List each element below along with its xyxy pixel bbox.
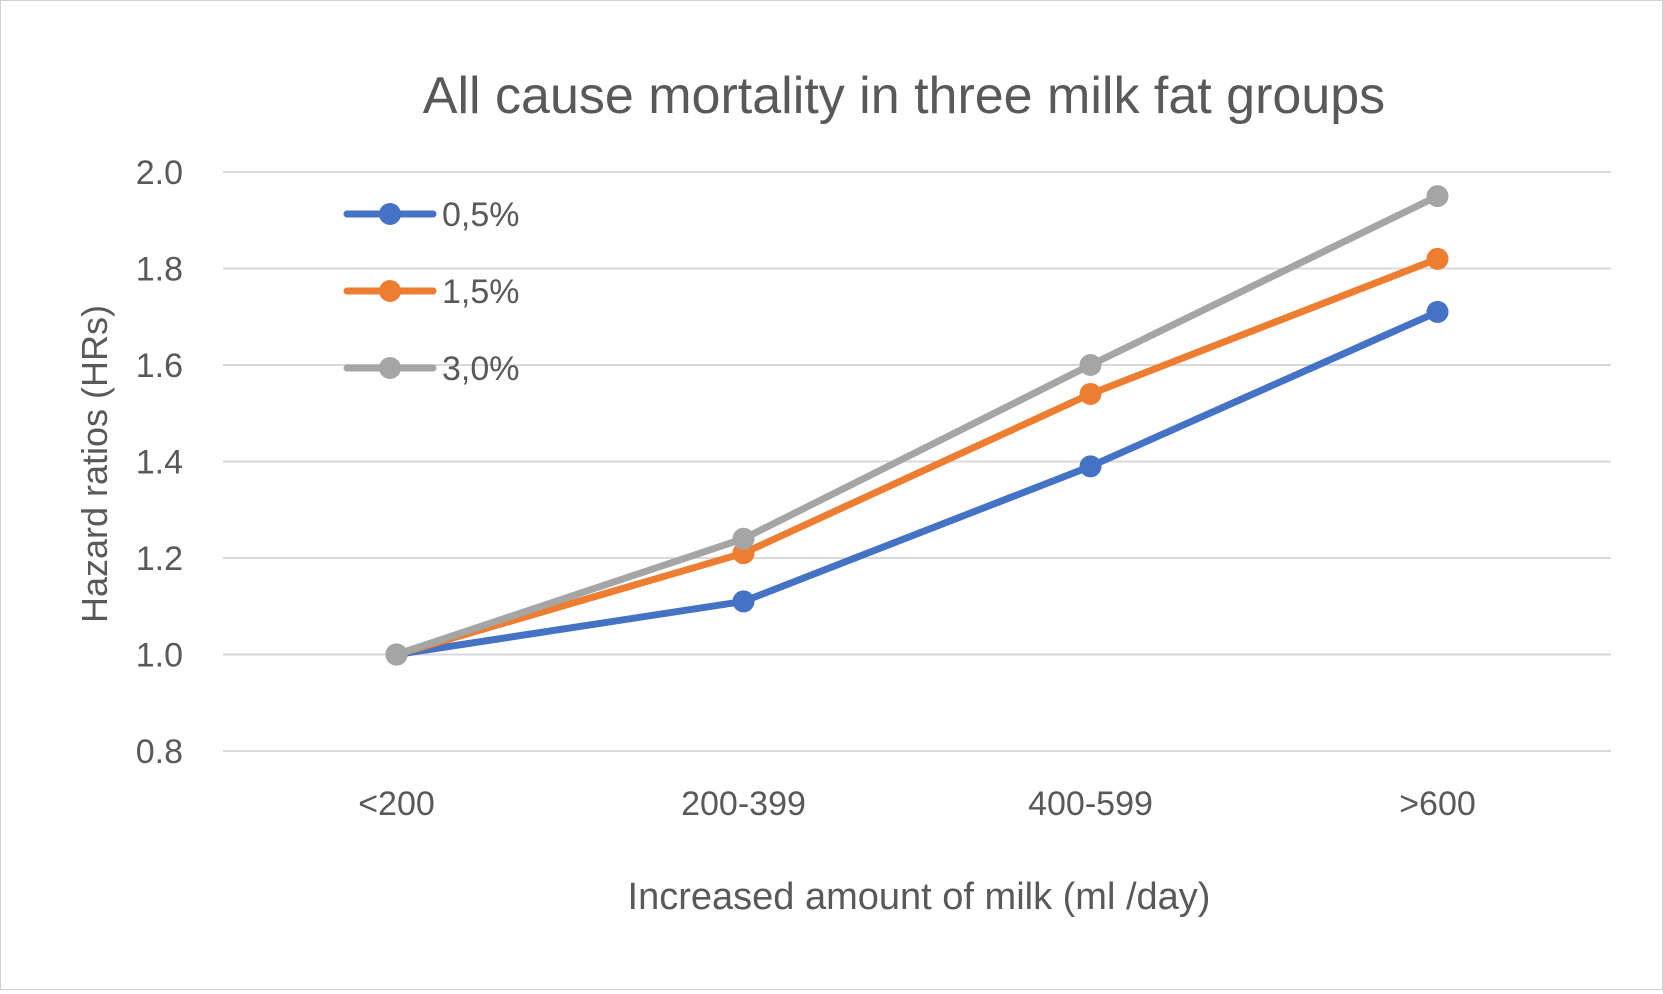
y-tick-label: 1.8 (136, 251, 183, 289)
x-tick-labels: <200 200-399 400-599 >600 (358, 785, 1476, 823)
legend-label: 1,5% (442, 273, 520, 311)
data-point (1079, 354, 1102, 376)
series-lines (385, 185, 1449, 666)
data-point (385, 643, 408, 666)
legend-label: 0,5% (442, 196, 520, 234)
y-tick-labels: 0.8 1.0 1.2 1.4 1.6 1.8 2.0 (136, 154, 183, 771)
series-line (393, 192, 1441, 658)
x-axis-label: Increased amount of milk (ml /day) (628, 876, 1211, 918)
x-tick-label: <200 (358, 785, 435, 823)
legend-marker (379, 357, 401, 379)
data-point (1426, 300, 1449, 323)
legend: 0,5% 1,5% 3,0% (343, 196, 520, 388)
data-point (1426, 247, 1449, 270)
y-tick-label: 1.2 (136, 540, 183, 578)
legend-marker (379, 280, 401, 302)
x-tick-label: >600 (1399, 785, 1476, 823)
y-axis-label: Hazard ratios (HRs) (74, 305, 115, 623)
legend-label: 3,0% (442, 350, 520, 388)
legend-marker (379, 203, 401, 225)
series-line (393, 308, 1441, 658)
legend-item: 1,5% (343, 273, 520, 311)
series-line (393, 255, 1441, 658)
y-tick-label: 0.8 (136, 733, 183, 771)
series-3 (385, 185, 1449, 666)
series-1 (385, 300, 1449, 666)
y-tick-label: 1.6 (136, 347, 183, 385)
data-point (732, 590, 755, 613)
y-tick-label: 1.4 (136, 444, 183, 482)
y-tick-label: 2.0 (136, 154, 183, 192)
legend-item: 3,0% (343, 350, 520, 388)
chart-title: All cause mortality in three milk fat gr… (423, 67, 1385, 125)
data-point (1079, 455, 1102, 478)
data-point (1426, 185, 1449, 208)
legend-item: 0,5% (343, 196, 520, 234)
x-tick-label: 400-599 (1028, 785, 1153, 823)
data-point (1079, 382, 1102, 405)
x-tick-label: 200-399 (681, 785, 806, 823)
gridlines (223, 171, 1611, 752)
y-tick-label: 1.0 (136, 637, 183, 675)
data-point (732, 527, 755, 550)
